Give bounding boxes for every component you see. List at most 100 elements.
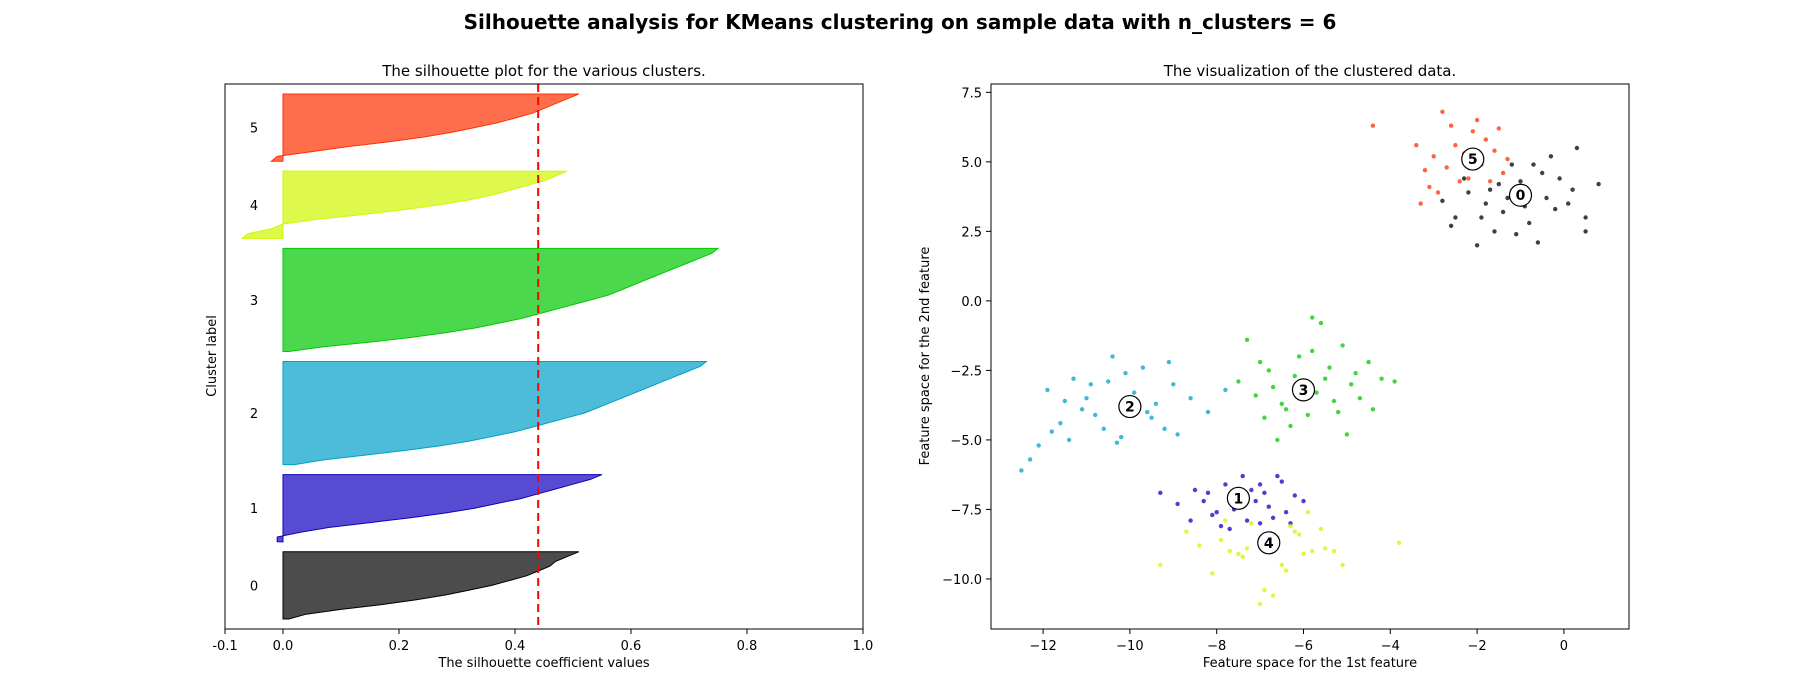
cluster-5-point <box>1500 170 1506 176</box>
cluster-4-point <box>1301 551 1306 557</box>
cluster-center-label-0: 0 <box>1516 188 1526 204</box>
cluster-1-point <box>1223 482 1228 487</box>
cluster-5-point <box>1370 123 1376 128</box>
silhouette-x-tick-label: 0.0 <box>273 639 294 654</box>
silhouette-plot-title: The silhouette plot for the various clus… <box>381 62 706 80</box>
cluster-3-point <box>1344 432 1350 437</box>
silhouette-cluster-labels: 0 1 2 3 4 5 <box>250 122 258 595</box>
silhouette-x-tick-label: 0.8 <box>737 639 758 654</box>
cluster-0-point <box>1518 179 1523 184</box>
cluster-0-point <box>1548 154 1554 159</box>
cluster-4-point <box>1262 587 1267 593</box>
cluster-0-point <box>1514 232 1519 237</box>
scatter-plot-title: The visualization of the clustered data. <box>1163 62 1457 80</box>
cluster-1-point <box>1188 518 1193 523</box>
cluster-5-point <box>1483 137 1489 142</box>
cluster-0-point <box>1540 170 1545 176</box>
cluster-3-point <box>1262 415 1267 420</box>
silhouette-plot-area <box>225 84 863 629</box>
cluster-1-point <box>1218 523 1224 529</box>
cluster-4-point <box>1227 548 1232 554</box>
silhouette-cluster-label-0: 0 <box>250 579 258 594</box>
cluster-0-point <box>1566 201 1571 206</box>
cluster-5-point <box>1474 117 1480 123</box>
cluster-3-point <box>1318 320 1324 326</box>
cluster-1-point <box>1275 473 1280 479</box>
cluster-3-point <box>1257 359 1263 365</box>
cluster-2-point <box>1036 443 1041 448</box>
cluster-3-point <box>1392 379 1397 384</box>
silhouette-cluster-label-5: 5 <box>250 122 258 137</box>
cluster-4-point <box>1218 537 1224 543</box>
cluster-0-point <box>1527 220 1532 226</box>
cluster-4-point <box>1257 601 1263 607</box>
cluster-4-point <box>1318 526 1324 532</box>
cluster-3-point <box>1279 401 1285 406</box>
cluster-0-point <box>1461 176 1467 181</box>
cluster-center-1 <box>1226 486 1250 510</box>
cluster-2-point <box>1145 409 1150 415</box>
cluster-3-point <box>1275 437 1280 443</box>
cluster-center-label-5: 5 <box>1468 152 1478 168</box>
scatter-x-tick-label: −4 <box>1381 639 1400 654</box>
cluster-4-point <box>1184 529 1189 534</box>
cluster-1-point <box>1214 510 1219 515</box>
cluster-1-point <box>1227 526 1232 532</box>
cluster-1-point <box>1240 473 1245 479</box>
cluster-center-label-1: 1 <box>1234 491 1244 507</box>
cluster-3-point <box>1323 376 1328 381</box>
cluster-centers: 0 1 2 3 4 5 <box>1118 147 1533 555</box>
cluster-4-point <box>1396 540 1402 545</box>
cluster-center-5 <box>1461 147 1485 171</box>
cluster-2-point <box>1132 390 1137 395</box>
silhouette-cluster-4 <box>241 170 568 239</box>
silhouette-cluster-label-2: 2 <box>250 407 258 422</box>
cluster-5-point <box>1418 201 1423 206</box>
cluster-5-point <box>1466 176 1471 181</box>
cluster-4-point <box>1249 521 1254 526</box>
scatter-x-tick-label: −8 <box>1207 639 1226 654</box>
scatter-x-tick-label: −10 <box>1116 639 1143 654</box>
silhouette-plot: 0 1 2 3 4 5 -0.1 0.0 0.2 0.4 0.6 0.8 1.0 The silhou… <box>205 62 873 671</box>
cluster-0-point <box>1531 162 1536 167</box>
cluster-0-point <box>1509 162 1515 167</box>
cluster-4-point <box>1210 571 1215 576</box>
cluster-2-point <box>1058 421 1063 426</box>
cluster-1-point <box>1257 482 1263 487</box>
cluster-0-point <box>1487 187 1493 192</box>
cluster-3-point <box>1310 315 1315 320</box>
cluster-4-point <box>1305 510 1311 515</box>
cluster-2-point <box>1162 426 1167 431</box>
cluster-1-point <box>1205 490 1211 495</box>
cluster-3-point <box>1331 398 1337 404</box>
cluster-4-point <box>1197 543 1202 548</box>
cluster-center-label-4: 4 <box>1264 536 1274 552</box>
cluster-3-point <box>1305 412 1311 418</box>
cluster-2-point <box>1175 432 1180 437</box>
cluster-center-4 <box>1257 531 1281 555</box>
cluster-4-point <box>1340 562 1345 568</box>
silhouette-cluster-0 <box>282 551 579 620</box>
scatter-x-axis-label: Feature space for the 1st feature <box>1203 656 1417 671</box>
cluster-3-point <box>1357 396 1363 401</box>
cluster-2-point <box>1188 396 1193 401</box>
cluster-0-point <box>1448 223 1454 228</box>
cluster-1-point <box>1257 521 1263 526</box>
scatter-y-tick-label: 7.5 <box>961 86 982 101</box>
cluster-3-point <box>1314 390 1319 395</box>
cluster-2-point <box>1149 415 1154 420</box>
cluster-2-point <box>1119 434 1124 440</box>
cluster-0-point <box>1583 215 1588 220</box>
cluster-4-point <box>1292 529 1298 534</box>
cluster-3-point <box>1310 348 1315 354</box>
cluster-2-point <box>1093 412 1098 418</box>
cluster-5-point <box>1448 123 1454 128</box>
cluster-1-point <box>1249 487 1254 493</box>
cluster-0-point <box>1570 187 1575 192</box>
scatter-x-tick-label: −12 <box>1029 639 1056 654</box>
scatter-y-axis-label: Feature space for the 2nd feature <box>918 247 933 466</box>
cluster-2-point <box>1205 409 1211 415</box>
cluster-1-point <box>1279 479 1285 484</box>
cluster-1-point <box>1192 487 1198 493</box>
scatter-x-tick-label: −6 <box>1294 639 1313 654</box>
